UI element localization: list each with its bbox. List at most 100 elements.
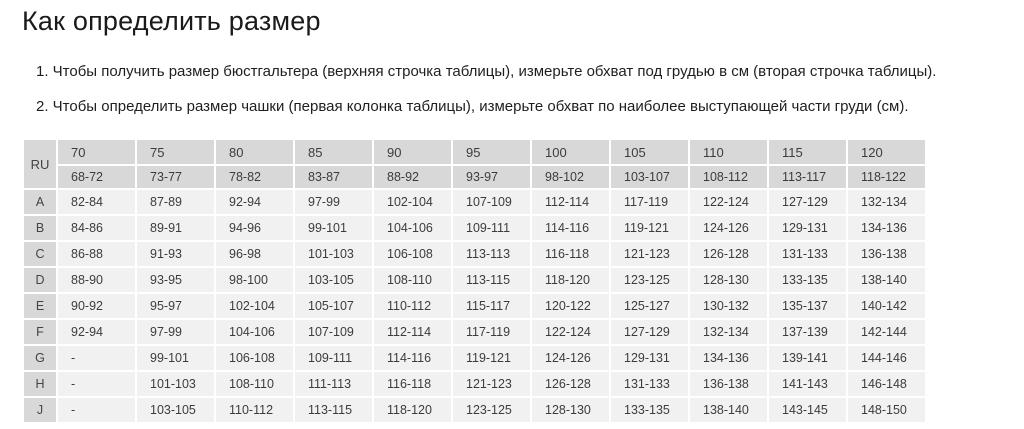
cup-size-row: E 90-92 95-97 102-104 105-107 110-112 115-117 1… <box>24 294 925 318</box>
size-range-cell: 94-96 <box>216 216 293 240</box>
size-range-cell: 92-94 <box>58 320 135 344</box>
band-size-cell: 100 <box>532 140 609 164</box>
size-range-cell: 90-92 <box>58 294 135 318</box>
cup-size-row: A 82-84 87-89 92-94 97-99 102-104 107-109 112-1… <box>24 190 925 214</box>
cup-size-row: J -103-105 110-112 113-115 118-120 123-125 128… <box>24 398 925 422</box>
cup-row-label: H <box>24 372 56 396</box>
underbust-range-cell: 88-92 <box>374 166 451 188</box>
size-range-cell: 110-112 <box>216 398 293 422</box>
size-range-cell: 133-135 <box>769 268 846 292</box>
size-range-cell: 124-126 <box>690 216 767 240</box>
size-range-cell: 99-101 <box>295 216 372 240</box>
size-range-cell: 99-101 <box>137 346 214 370</box>
size-range-cell: 146-148 <box>848 372 925 396</box>
cup-row-label: A <box>24 190 56 214</box>
size-range-cell: 84-86 <box>58 216 135 240</box>
band-size-cell: 120 <box>848 140 925 164</box>
size-range-cell: 86-88 <box>58 242 135 266</box>
size-range-cell: 122-124 <box>690 190 767 214</box>
size-range-cell: 137-139 <box>769 320 846 344</box>
size-range-cell: 139-141 <box>769 346 846 370</box>
size-range-cell: 98-100 <box>216 268 293 292</box>
cup-size-row: D 88-90 93-95 98-100 103-105 108-110 113-115 11… <box>24 268 925 292</box>
band-size-cell: 80 <box>216 140 293 164</box>
size-range-cell: 101-103 <box>137 372 214 396</box>
band-size-cell: 90 <box>374 140 451 164</box>
underbust-range-cell: 93-97 <box>453 166 530 188</box>
size-range-cell: 126-128 <box>690 242 767 266</box>
size-range-cell: 82-84 <box>58 190 135 214</box>
size-range-cell: 129-131 <box>611 346 688 370</box>
cup-size-row: B 84-86 89-91 94-96 99-101 104-106 109-111 114-… <box>24 216 925 240</box>
underbust-range-cell: 118-122 <box>848 166 925 188</box>
size-range-cell: 89-91 <box>137 216 214 240</box>
size-range-cell: 121-123 <box>611 242 688 266</box>
underbust-range-cell: 103-107 <box>611 166 688 188</box>
size-range-cell: 118-120 <box>532 268 609 292</box>
cup-row-label: C <box>24 242 56 266</box>
size-range-cell: 127-129 <box>611 320 688 344</box>
size-range-cell: 93-95 <box>137 268 214 292</box>
underbust-range-cell: 68-72 <box>58 166 135 188</box>
size-range-cell: 92-94 <box>216 190 293 214</box>
size-range-cell: 116-118 <box>374 372 451 396</box>
size-table-body: A 82-84 87-89 92-94 97-99 102-104 107-109 112-1… <box>24 190 925 422</box>
size-range-cell: 87-89 <box>137 190 214 214</box>
band-size-row: RU 70 75 80 85 90 95 100 105 110 115 120 <box>24 140 925 188</box>
size-range-cell: 115-117 <box>453 294 530 318</box>
cup-row-label: D <box>24 268 56 292</box>
size-range-cell: 91-93 <box>137 242 214 266</box>
size-range-cell: 113-115 <box>453 268 530 292</box>
size-range-cell: 136-138 <box>690 372 767 396</box>
cup-row-label: G <box>24 346 56 370</box>
size-range-cell: 119-121 <box>611 216 688 240</box>
size-range-cell: 141-143 <box>769 372 846 396</box>
cup-row-label: B <box>24 216 56 240</box>
underbust-range-cell: 78-82 <box>216 166 293 188</box>
cup-row-label: E <box>24 294 56 318</box>
cup-size-row: H -101-103 108-110 111-113 116-118 121-123 126… <box>24 372 925 396</box>
size-range-cell: 126-128 <box>532 372 609 396</box>
cup-row-label: F <box>24 320 56 344</box>
size-range-cell: 144-146 <box>848 346 925 370</box>
size-range-cell: 111-113 <box>295 372 372 396</box>
size-range-cell: 118-120 <box>374 398 451 422</box>
page-title: Как определить размер <box>22 6 321 36</box>
size-range-cell: 142-144 <box>848 320 925 344</box>
corner-cell-ru: RU <box>24 140 56 188</box>
cup-size-row: G -99-101 106-108 109-111 114-116 119-121 124-… <box>24 346 925 370</box>
band-size-cell: 85 <box>295 140 372 164</box>
band-size-cell: 115 <box>769 140 846 164</box>
cup-row-label: J <box>24 398 56 422</box>
size-range-cell: 119-121 <box>453 346 530 370</box>
size-range-cell: 97-99 <box>137 320 214 344</box>
size-range-cell: - <box>58 398 135 422</box>
size-range-cell: 140-142 <box>848 294 925 318</box>
size-range-cell: 114-116 <box>374 346 451 370</box>
size-range-cell: 97-99 <box>295 190 372 214</box>
cup-size-row: C 86-88 91-93 96-98 101-103 106-108 113-113 116… <box>24 242 925 266</box>
size-range-cell: 101-103 <box>295 242 372 266</box>
size-range-cell: 128-130 <box>690 268 767 292</box>
size-range-cell: 117-119 <box>453 320 530 344</box>
size-range-cell: 102-104 <box>216 294 293 318</box>
size-range-cell: 138-140 <box>690 398 767 422</box>
size-range-cell: 128-130 <box>532 398 609 422</box>
size-range-cell: 103-105 <box>295 268 372 292</box>
underbust-range-cell: 73-77 <box>137 166 214 188</box>
size-range-cell: 116-118 <box>532 242 609 266</box>
size-range-cell: 96-98 <box>216 242 293 266</box>
size-range-cell: 124-126 <box>532 346 609 370</box>
size-range-cell: 138-140 <box>848 268 925 292</box>
size-range-cell: 121-123 <box>453 372 530 396</box>
size-range-cell: 127-129 <box>769 190 846 214</box>
size-range-cell: 123-125 <box>453 398 530 422</box>
instructions: 1. Чтобы получить размер бюстгальтера (в… <box>36 63 1024 116</box>
band-size-cell: 95 <box>453 140 530 164</box>
size-range-cell: 112-114 <box>532 190 609 214</box>
size-range-cell: 105-107 <box>295 294 372 318</box>
size-range-cell: 132-134 <box>690 320 767 344</box>
size-range-cell: 117-119 <box>611 190 688 214</box>
size-range-cell: 130-132 <box>690 294 767 318</box>
size-range-cell: 112-114 <box>374 320 451 344</box>
